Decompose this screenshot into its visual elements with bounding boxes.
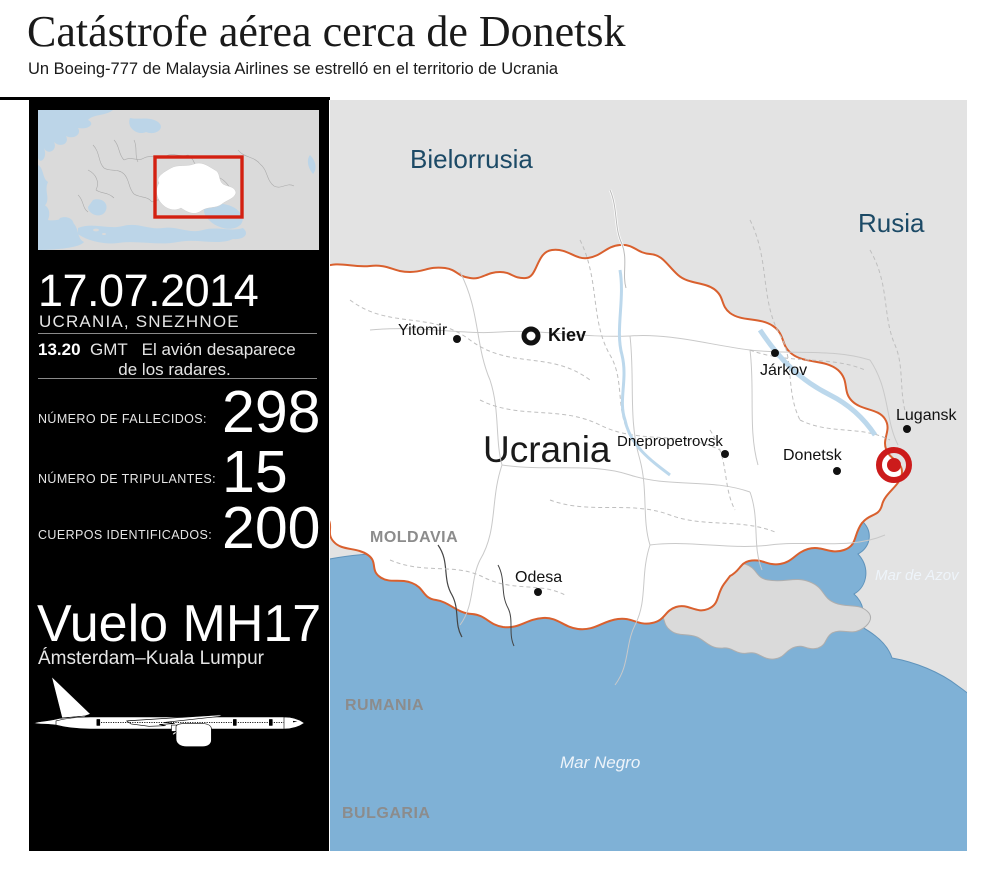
svg-text:RUMANIA: RUMANIA — [345, 697, 424, 714]
svg-text:Bielorrusia: Bielorrusia — [410, 144, 533, 174]
svg-text:Odesa: Odesa — [515, 569, 562, 586]
svg-text:Donetsk: Donetsk — [783, 447, 843, 464]
svg-text:MOLDAVIA: MOLDAVIA — [370, 529, 458, 546]
svg-text:Dnepropetrovsk: Dnepropetrovsk — [617, 433, 723, 450]
svg-text:Mar Negro: Mar Negro — [560, 753, 640, 772]
svg-text:Rusia: Rusia — [858, 208, 925, 238]
svg-text:Yitomir: Yitomir — [398, 322, 448, 339]
svg-text:BULGARIA: BULGARIA — [342, 805, 430, 822]
svg-text:Lugansk: Lugansk — [896, 407, 957, 424]
svg-text:Kiev: Kiev — [548, 325, 586, 345]
svg-text:Járkov: Járkov — [760, 362, 807, 379]
svg-text:Mar de Azov: Mar de Azov — [875, 567, 960, 584]
